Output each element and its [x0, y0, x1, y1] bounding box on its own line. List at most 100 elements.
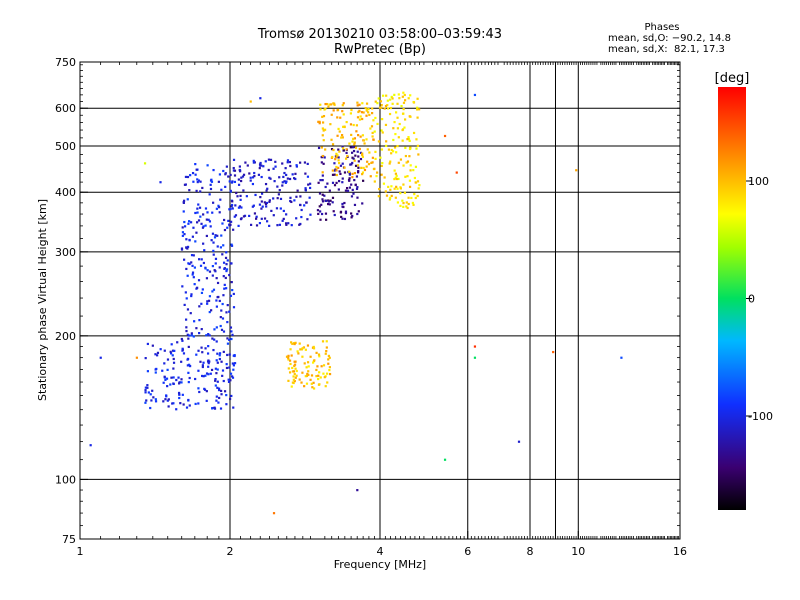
data-point: [443, 134, 447, 138]
data-point: [305, 201, 308, 204]
data-point: [390, 148, 393, 152]
data-point: [319, 103, 322, 106]
data-point: [399, 192, 402, 195]
data-point: [324, 199, 328, 202]
data-point: [342, 147, 345, 150]
data-point: [290, 224, 293, 227]
data-point: [399, 204, 402, 208]
data-point: [226, 320, 229, 324]
data-point: [211, 290, 214, 293]
data-point: [268, 199, 271, 202]
data-point: [159, 181, 162, 184]
data-point: [385, 94, 388, 97]
data-point: [321, 340, 325, 343]
data-point: [351, 188, 354, 191]
data-point: [293, 372, 296, 376]
data-point: [287, 222, 290, 225]
data-point: [224, 276, 227, 280]
data-point: [215, 299, 218, 302]
data-point: [201, 186, 204, 190]
data-point: [287, 379, 290, 382]
data-point: [331, 201, 334, 204]
data-point: [197, 279, 201, 282]
data-point: [169, 350, 172, 353]
data-point: [396, 127, 400, 130]
data-point: [396, 102, 399, 105]
data-point: [386, 104, 389, 107]
data-point: [267, 158, 271, 161]
data-point: [344, 189, 348, 192]
data-point: [186, 198, 189, 201]
data-point: [333, 184, 337, 187]
data-point: [191, 171, 195, 175]
data-point: [290, 354, 293, 357]
data-point: [405, 161, 408, 164]
data-point: [171, 354, 174, 357]
data-point: [188, 220, 191, 223]
data-point: [229, 326, 233, 329]
data-point: [344, 210, 348, 213]
data-point: [335, 156, 338, 159]
data-point: [412, 203, 415, 206]
data-point: [404, 99, 407, 102]
data-point: [197, 387, 200, 390]
data-point: [368, 113, 371, 117]
data-point: [146, 386, 149, 389]
data-point: [254, 193, 257, 197]
data-point: [345, 157, 348, 160]
data-point: [214, 234, 217, 237]
data-point: [402, 101, 406, 104]
data-point: [376, 122, 379, 126]
data-point: [188, 363, 191, 366]
data-point: [389, 106, 393, 110]
data-point: [282, 175, 285, 179]
data-point: [414, 196, 417, 200]
data-point: [305, 374, 309, 378]
data-point: [166, 368, 169, 371]
data-point: [323, 128, 327, 131]
data-point: [373, 167, 376, 170]
data-point: [207, 365, 210, 368]
data-point: [317, 146, 321, 150]
data-point: [217, 387, 221, 390]
data-point: [374, 150, 377, 153]
data-point: [336, 154, 339, 157]
data-point: [234, 204, 237, 207]
data-point: [216, 361, 219, 364]
data-point: [154, 353, 157, 356]
data-point: [212, 201, 215, 204]
data-point: [145, 399, 148, 402]
data-point: [284, 181, 287, 184]
data-point: [231, 288, 234, 292]
data-point: [330, 103, 333, 106]
data-point: [228, 180, 231, 183]
data-point: [200, 328, 203, 331]
data-point: [317, 377, 320, 381]
data-point: [221, 374, 224, 377]
data-point: [188, 189, 191, 192]
data-point: [341, 136, 344, 139]
data-point: [265, 205, 268, 208]
data-point: [189, 174, 192, 177]
data-point: [204, 224, 207, 227]
data-point: [260, 207, 263, 210]
data-point: [166, 399, 169, 402]
data-point: [307, 183, 310, 186]
data-point: [232, 354, 235, 357]
data-point: [323, 194, 326, 197]
data-point: [279, 197, 283, 201]
data-point: [189, 312, 192, 315]
data-point: [324, 185, 327, 189]
data-point: [264, 182, 268, 186]
data-point: [321, 193, 324, 196]
data-point: [207, 373, 210, 376]
data-point: [231, 180, 234, 183]
data-point: [187, 398, 190, 402]
data-point: [278, 176, 281, 179]
data-point: [299, 348, 302, 351]
data-point: [365, 165, 368, 168]
data-point: [349, 123, 353, 126]
data-point: [205, 277, 209, 280]
data-point: [229, 223, 232, 226]
data-point: [300, 208, 303, 212]
